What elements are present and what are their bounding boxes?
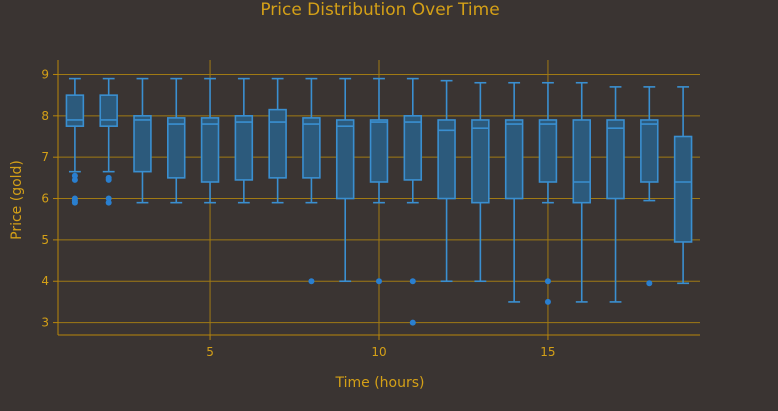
iqr-box	[403, 115, 423, 181]
iqr-box	[572, 119, 591, 204]
y-tick-label: 7	[41, 150, 49, 164]
iqr-box	[302, 117, 321, 179]
box-1	[65, 77, 85, 206]
outlier-point	[308, 278, 315, 285]
iqr-box	[673, 135, 693, 243]
iqr-box	[471, 119, 490, 204]
box-8	[302, 77, 321, 285]
iqr-box	[268, 108, 287, 179]
box-3	[133, 77, 152, 204]
box-18	[640, 86, 659, 287]
box-6	[234, 77, 254, 204]
y-axis-title: Price (gold)	[9, 160, 25, 240]
box-12	[437, 79, 456, 283]
axes: 3 4 5 6 7 8 9 5 10 15	[41, 60, 700, 359]
iqr-box	[640, 119, 659, 183]
outlier-point	[409, 278, 416, 285]
box-9	[335, 77, 355, 283]
y-tick-label: 9	[41, 67, 49, 81]
box-11	[403, 77, 423, 326]
iqr-box	[167, 117, 186, 179]
outlier-point	[105, 176, 112, 183]
outlier-point	[71, 199, 78, 206]
iqr-box	[335, 119, 355, 200]
y-tick-label: 8	[41, 109, 49, 123]
box-5	[200, 77, 220, 204]
box-14	[504, 81, 524, 303]
iqr-box	[369, 119, 389, 183]
outlier-point	[105, 199, 112, 206]
x-tick-label: 10	[371, 345, 386, 359]
box-16	[572, 81, 591, 303]
y-tick-label: 6	[41, 192, 49, 206]
box-2	[99, 77, 118, 206]
y-tick-label: 5	[41, 233, 49, 247]
outlier-point	[105, 195, 112, 202]
iqr-box	[200, 117, 220, 183]
box-7	[268, 77, 287, 204]
outlier-point	[409, 319, 416, 326]
box-series	[65, 77, 693, 326]
y-tick-label: 3	[41, 316, 49, 330]
box-19	[673, 86, 693, 285]
iqr-box	[606, 119, 625, 200]
outlier-point	[544, 298, 551, 305]
iqr-box	[65, 94, 85, 127]
outlier-point	[646, 280, 653, 287]
x-tick-label: 15	[540, 345, 555, 359]
iqr-box	[437, 119, 456, 200]
y-tick-label: 4	[41, 274, 49, 288]
box-4	[167, 77, 186, 204]
outlier-point	[71, 176, 78, 183]
box-17	[606, 86, 625, 303]
iqr-box	[99, 94, 118, 127]
iqr-box	[538, 119, 558, 183]
box-10	[369, 77, 389, 285]
iqr-box	[133, 115, 152, 173]
chart-title: Price Distribution Over Time	[260, 0, 499, 20]
x-tick-label: 5	[206, 345, 214, 359]
box-13	[471, 81, 490, 283]
x-axis-title: Time (hours)	[335, 375, 425, 391]
outlier-point	[376, 278, 382, 285]
iqr-box	[504, 119, 524, 200]
box-15	[538, 81, 558, 305]
outlier-point	[71, 172, 78, 179]
outlier-point	[544, 278, 551, 285]
iqr-box	[234, 115, 254, 181]
